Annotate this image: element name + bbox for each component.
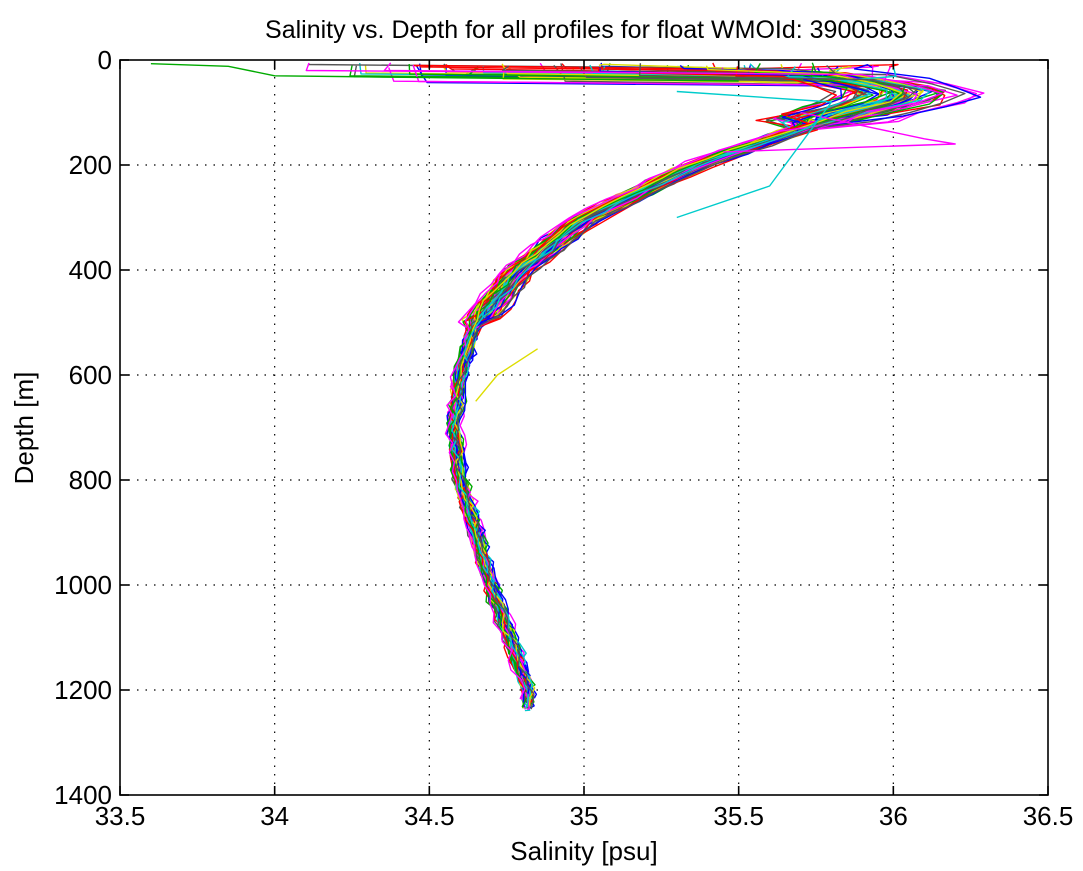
x-tick-label: 34.5 (404, 801, 455, 831)
x-tick-label: 33.5 (95, 801, 146, 831)
y-tick-label: 1200 (54, 675, 112, 705)
x-tick-label: 35.5 (713, 801, 764, 831)
salinity-profile-line (448, 63, 906, 692)
y-tick-label: 1000 (54, 570, 112, 600)
salinity-profile-line (450, 66, 897, 699)
chart-title: Salinity vs. Depth for all profiles for … (265, 16, 907, 44)
salinity-profile-line (450, 67, 837, 693)
y-axis-label: Depth [m] (9, 372, 39, 485)
salinity-profile-line (452, 63, 907, 685)
x-tick-label: 36 (879, 801, 908, 831)
salinity-profile-line (413, 64, 866, 694)
salinity-profile-line (447, 64, 860, 685)
salinity-profile-line-notable (676, 90, 833, 219)
x-axis-tick-labels: 33.5 34 34.5 35 35.5 36 36.5 (95, 801, 1074, 831)
salinity-profile-line (455, 66, 899, 691)
y-tick-label: 800 (69, 465, 112, 495)
salinity-profile-line (451, 64, 908, 693)
grid-lines (120, 60, 1048, 795)
salinity-profile-line (455, 63, 918, 710)
y-tick-label: 200 (69, 150, 112, 180)
salinity-profile-line (454, 62, 943, 684)
y-axis-tick-labels: 0 200 400 600 800 1000 1200 1400 (54, 45, 112, 810)
salinity-profile-line (453, 65, 906, 693)
salinity-profile-line (359, 63, 892, 701)
y-tick-label: 0 (98, 45, 112, 75)
salinity-profile-line-notable (475, 348, 538, 402)
salinity-profile-line (455, 62, 895, 699)
salinity-profile-line (452, 66, 872, 700)
salinity-profile-line (454, 64, 924, 692)
salinity-profile-line (452, 66, 883, 697)
salinity-profile-line (446, 62, 905, 705)
x-tick-label: 35 (570, 801, 599, 831)
salinity-profile-line (446, 66, 879, 708)
axis-ticks (119, 59, 1049, 796)
salinity-profile-line (449, 63, 881, 690)
salinity-profile-line (449, 67, 904, 710)
salinity-profile-line (446, 66, 892, 708)
salinity-profile-line (441, 64, 911, 707)
salinity-profile-line (451, 66, 868, 700)
salinity-profile-line (454, 63, 903, 700)
salinity-profile-line (383, 62, 943, 700)
salinity-profile-line (454, 65, 903, 706)
salinity-profile-line-notable (150, 63, 739, 82)
salinity-profile-line (364, 65, 898, 709)
salinity-profile-line (452, 65, 863, 709)
salinity-profile-line (349, 65, 898, 688)
plot-frame (119, 59, 1049, 796)
salinity-profile-line (447, 63, 899, 693)
plot-area (150, 62, 985, 712)
y-tick-label: 1400 (54, 780, 112, 810)
salinity-profile-line (447, 65, 865, 709)
x-axis-label: Salinity [psu] (510, 836, 657, 866)
salinity-profile-line (454, 67, 863, 687)
salinity-profile-line (451, 65, 879, 703)
salinity-profile-line (452, 66, 909, 686)
salinity-profile-line (451, 66, 870, 691)
x-tick-label: 36.5 (1023, 801, 1074, 831)
salinity-profile-line (448, 62, 854, 695)
salinity-profile-line (448, 65, 869, 697)
salinity-profile-line (451, 66, 918, 711)
salinity-profile-line (307, 63, 921, 699)
salinity-profile-line (408, 63, 848, 705)
salinity-profile-line (450, 67, 885, 706)
salinity-profile-line (305, 62, 978, 689)
salinity-profile-line (453, 66, 907, 696)
salinity-profile-line (453, 66, 910, 691)
salinity-profile-line (445, 65, 921, 703)
salinity-profile-line-notable (723, 111, 956, 153)
salinity-profile-line (453, 67, 843, 687)
salinity-profile-line (454, 63, 866, 708)
x-tick-label: 34 (260, 801, 289, 831)
y-tick-label: 600 (69, 360, 112, 390)
salinity-profile-line (451, 64, 897, 691)
salinity-profile-line (353, 65, 947, 697)
salinity-profile-line (448, 64, 911, 712)
y-tick-label: 400 (69, 255, 112, 285)
salinity-profile-line (449, 64, 874, 685)
